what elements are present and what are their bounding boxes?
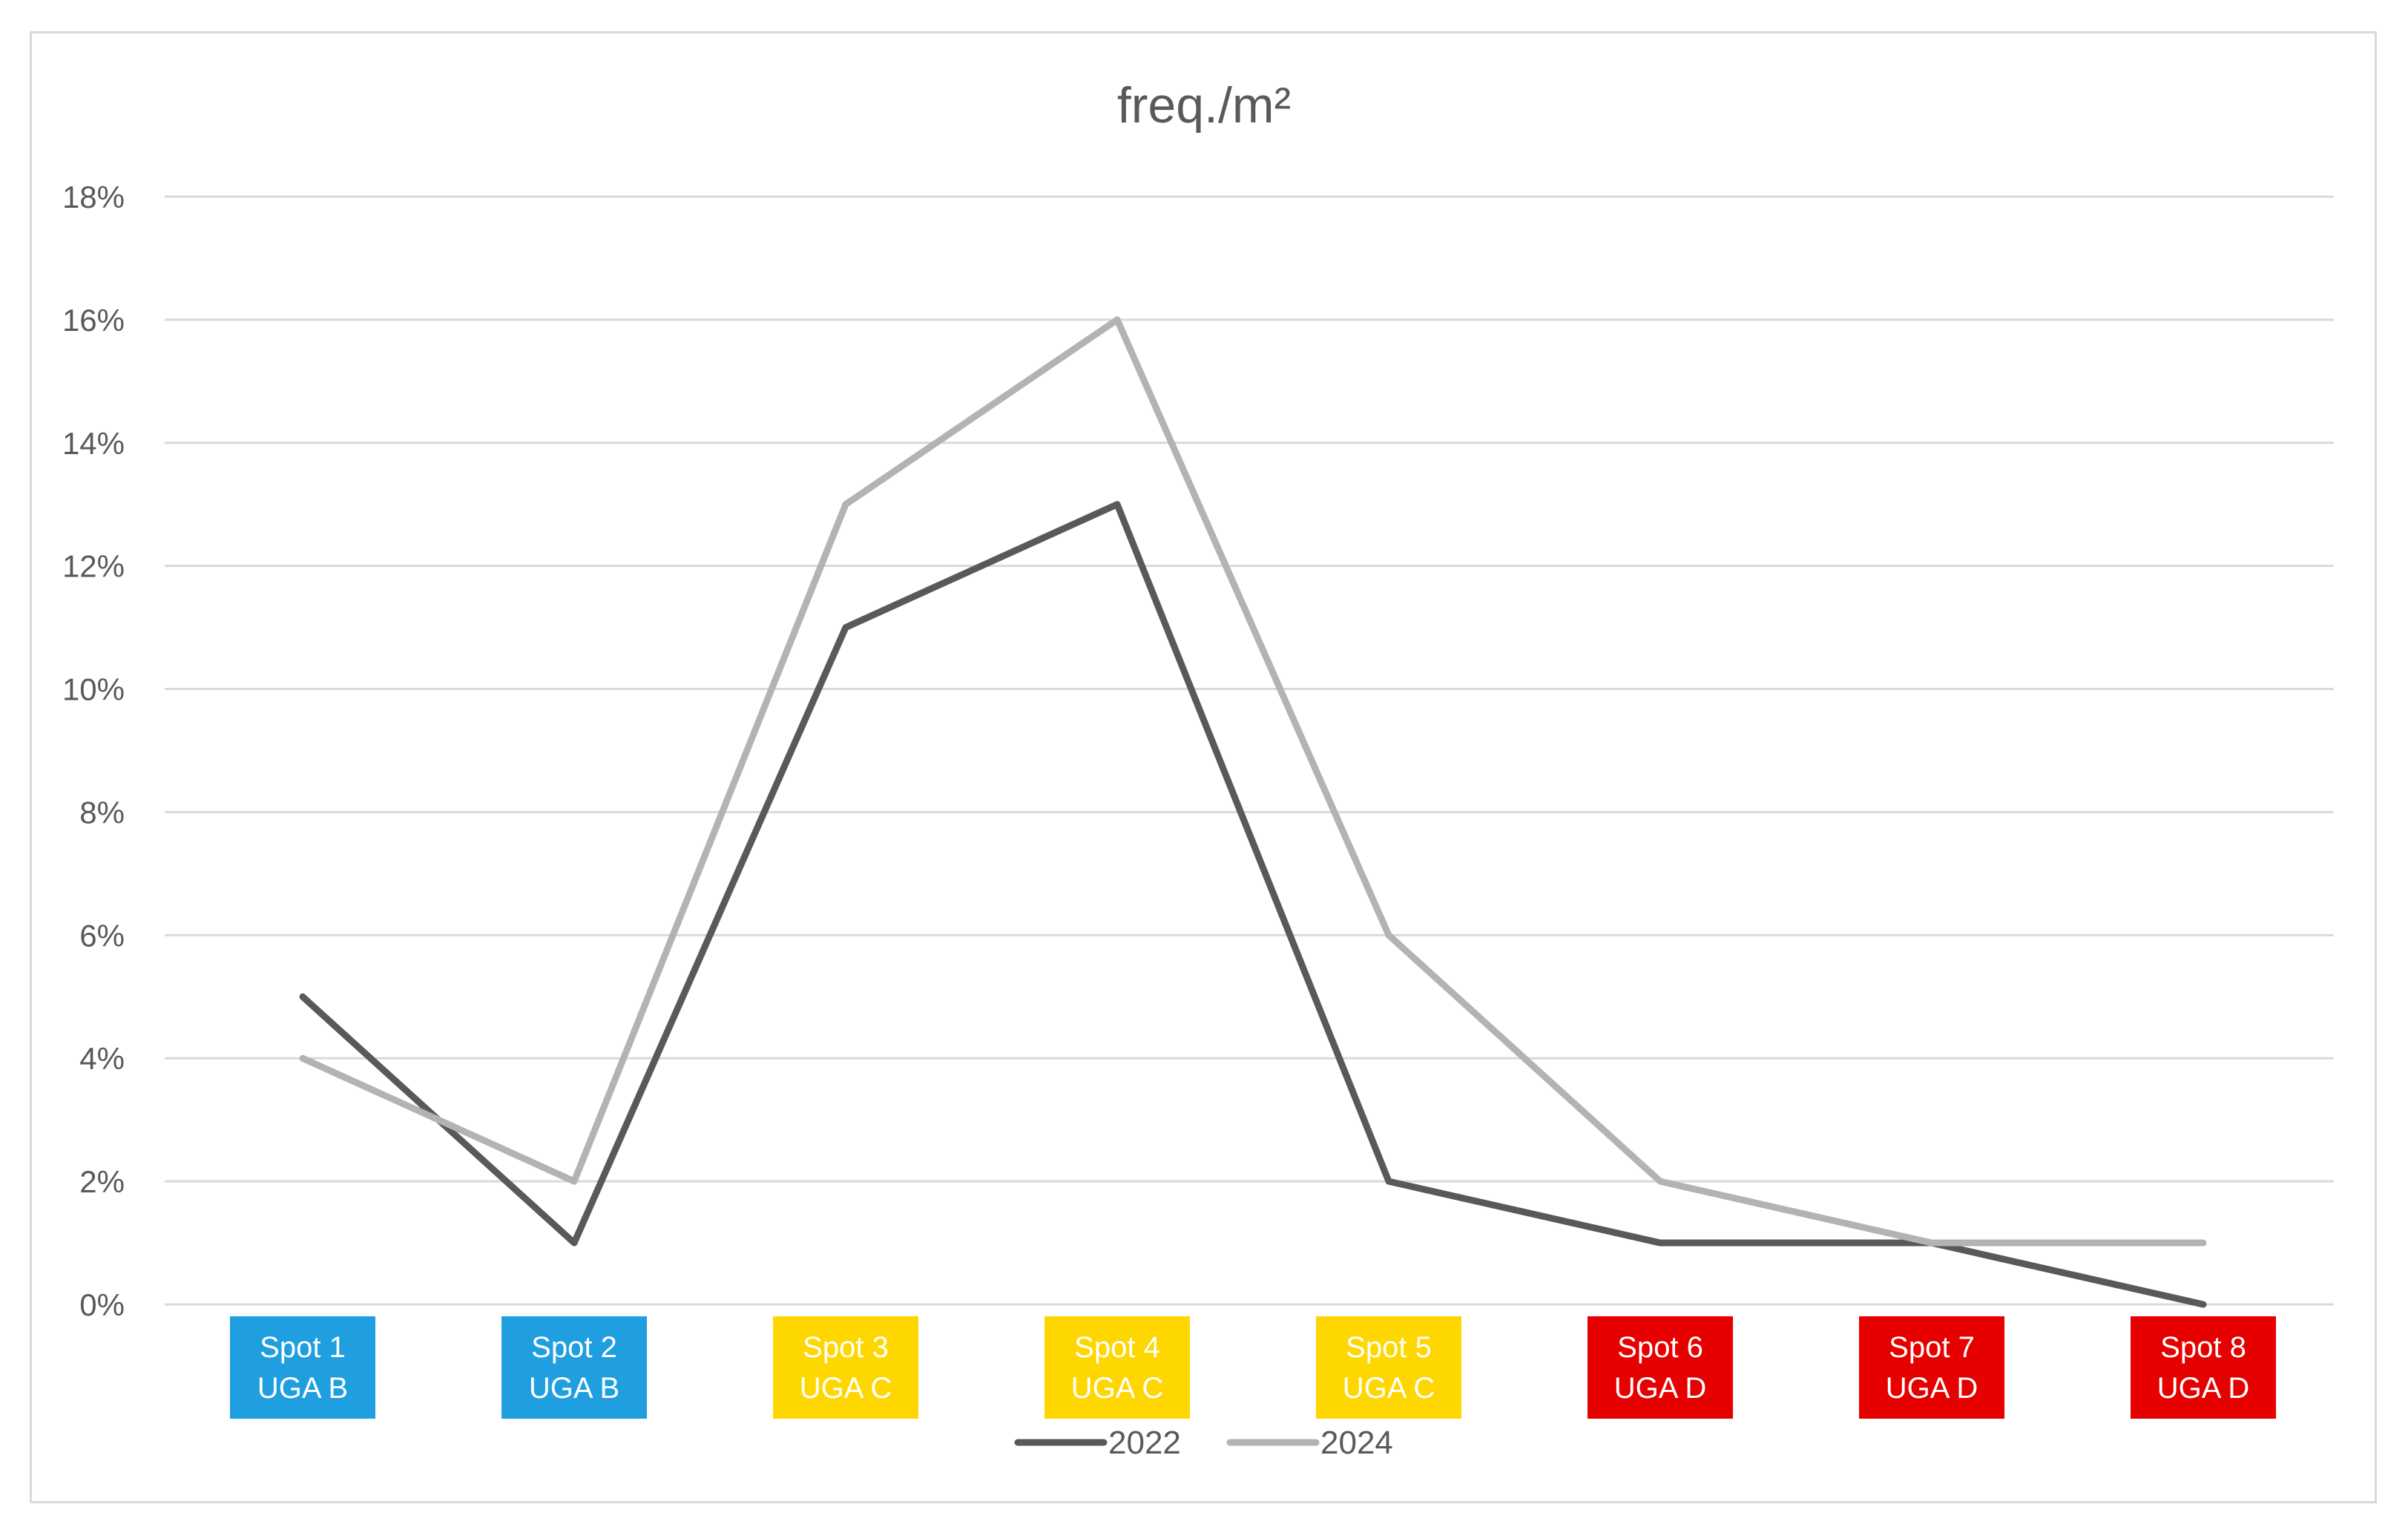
category-label-line1: Spot 6 bbox=[1617, 1331, 1703, 1364]
category-labels: Spot 1 UGA B Spot 2 UGA B Spot 3 UGA C Spot 4 U… bbox=[230, 1316, 2276, 1419]
category-label-line2: UGA D bbox=[1886, 1372, 1978, 1405]
category-label: Spot 5 UGA C bbox=[1316, 1316, 1461, 1419]
category-label-line1: Spot 8 bbox=[2160, 1331, 2246, 1364]
category-label-line2: UGA B bbox=[257, 1372, 348, 1405]
category-label: Spot 3 UGA C bbox=[773, 1316, 918, 1419]
chart-title: freq./m² bbox=[1117, 77, 1291, 134]
legend: 2022 2024 bbox=[1014, 1425, 1393, 1461]
category-label: Spot 4 UGA C bbox=[1045, 1316, 1190, 1419]
category-box bbox=[1316, 1316, 1461, 1419]
category-box bbox=[1859, 1316, 2004, 1419]
y-tick-label: 6% bbox=[79, 918, 125, 953]
category-label-line2: UGA B bbox=[529, 1372, 619, 1405]
y-tick-label: 8% bbox=[79, 795, 125, 830]
series-line-2024 bbox=[299, 316, 2207, 1247]
category-label-line2: UGA C bbox=[1343, 1372, 1435, 1405]
y-tick-label: 2% bbox=[79, 1164, 125, 1199]
category-label-line2: UGA C bbox=[1071, 1372, 1163, 1405]
y-tick-label: 0% bbox=[79, 1287, 125, 1322]
y-axis-ticks: 0% 2% 4% 6% 8% 10% 12% 14% 16% 18% bbox=[62, 180, 125, 1322]
category-label: Spot 2 UGA B bbox=[501, 1316, 647, 1419]
y-tick-label: 10% bbox=[62, 672, 125, 707]
category-box bbox=[1045, 1316, 1190, 1419]
gridlines bbox=[165, 195, 2334, 1306]
category-label-line2: UGA D bbox=[1614, 1372, 1706, 1405]
legend-item: 2024 bbox=[1226, 1425, 1393, 1461]
category-label-line2: UGA D bbox=[2157, 1372, 2249, 1405]
y-tick-label: 14% bbox=[62, 426, 125, 461]
series-line-2022 bbox=[299, 501, 2207, 1308]
category-label-line1: Spot 1 bbox=[260, 1331, 346, 1364]
category-box bbox=[1588, 1316, 1733, 1419]
legend-item: 2022 bbox=[1014, 1425, 1181, 1461]
y-tick-label: 12% bbox=[62, 549, 125, 584]
category-box bbox=[501, 1316, 647, 1419]
category-box bbox=[2131, 1316, 2276, 1419]
y-tick-label: 4% bbox=[79, 1041, 125, 1076]
category-label: Spot 6 UGA D bbox=[1588, 1316, 1733, 1419]
legend-label: 2024 bbox=[1320, 1425, 1393, 1461]
y-tick-label: 18% bbox=[62, 180, 125, 214]
category-label-line1: Spot 7 bbox=[1889, 1331, 1975, 1364]
category-label-line2: UGA C bbox=[800, 1372, 892, 1405]
category-label-line1: Spot 3 bbox=[803, 1331, 889, 1364]
category-label: Spot 1 UGA B bbox=[230, 1316, 375, 1419]
category-label-line1: Spot 5 bbox=[1346, 1331, 1432, 1364]
series-lines bbox=[299, 316, 2207, 1308]
category-label-line1: Spot 2 bbox=[531, 1331, 617, 1364]
y-tick-label: 16% bbox=[62, 303, 125, 338]
category-label: Spot 7 UGA D bbox=[1859, 1316, 2004, 1419]
category-box bbox=[230, 1316, 375, 1419]
category-label-line1: Spot 4 bbox=[1074, 1331, 1160, 1364]
legend-label: 2022 bbox=[1108, 1425, 1181, 1461]
category-label: Spot 8 UGA D bbox=[2131, 1316, 2276, 1419]
category-box bbox=[773, 1316, 918, 1419]
